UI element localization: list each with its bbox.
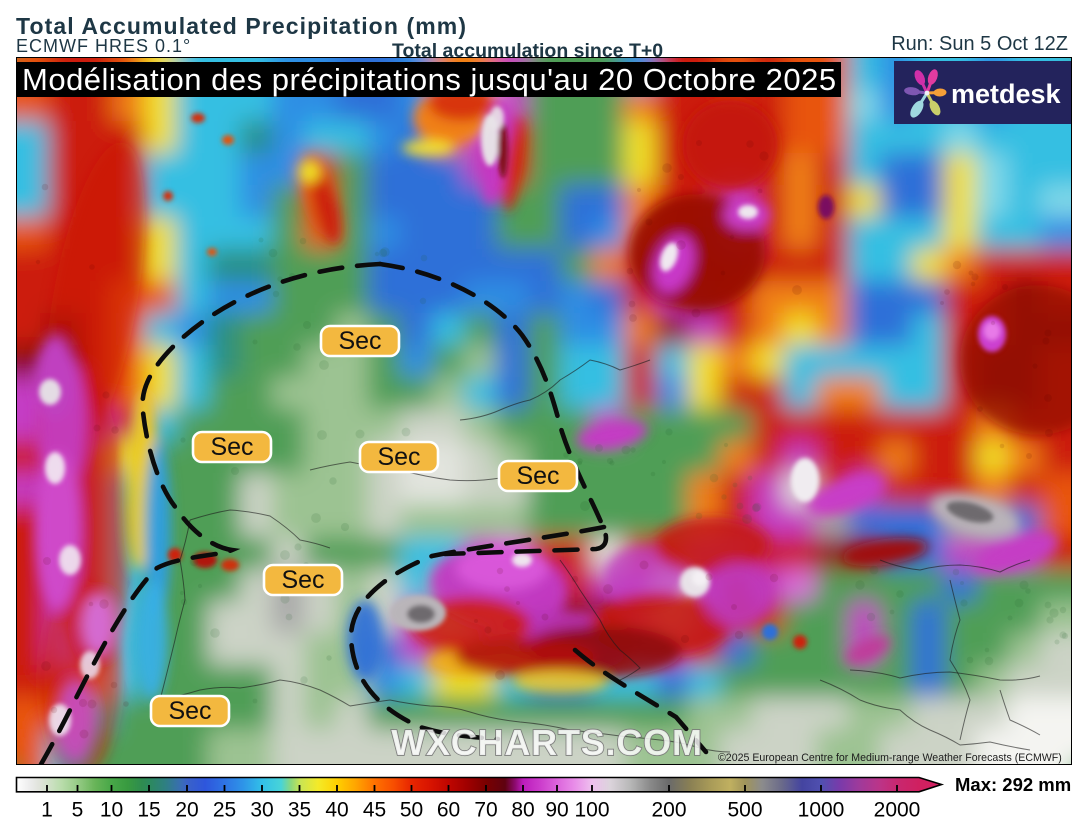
svg-text:30: 30 [250,799,273,822]
svg-text:Sec: Sec [338,327,381,355]
svg-text:45: 45 [363,799,386,822]
svg-text:Max: 292 mm: Max: 292 mm [955,774,1071,795]
svg-text:1: 1 [41,799,53,822]
svg-text:WXCHARTS.COM: WXCHARTS.COM [391,722,703,763]
svg-text:25: 25 [213,799,236,822]
svg-text:1000: 1000 [798,799,845,822]
svg-text:metdesk: metdesk [951,79,1062,109]
svg-text:90: 90 [545,799,568,822]
svg-text:Sec: Sec [281,566,324,594]
svg-text:35: 35 [288,799,311,822]
svg-text:10: 10 [100,799,123,822]
svg-text:70: 70 [474,799,497,822]
svg-text:Sec: Sec [168,697,211,725]
svg-text:500: 500 [727,799,762,822]
svg-text:2000: 2000 [874,799,921,822]
svg-text:©2025 European Centre for Medi: ©2025 European Centre for Medium-range W… [718,752,1062,764]
svg-text:40: 40 [325,799,348,822]
svg-text:Sec: Sec [516,462,559,490]
svg-text:5: 5 [72,799,84,822]
svg-text:50: 50 [400,799,423,822]
svg-text:Sec: Sec [377,443,420,471]
svg-text:200: 200 [651,799,686,822]
svg-text:Sec: Sec [210,433,253,461]
svg-text:80: 80 [511,799,534,822]
svg-text:100: 100 [574,799,609,822]
svg-text:15: 15 [137,799,160,822]
svg-text:20: 20 [175,799,198,822]
svg-text:60: 60 [437,799,460,822]
